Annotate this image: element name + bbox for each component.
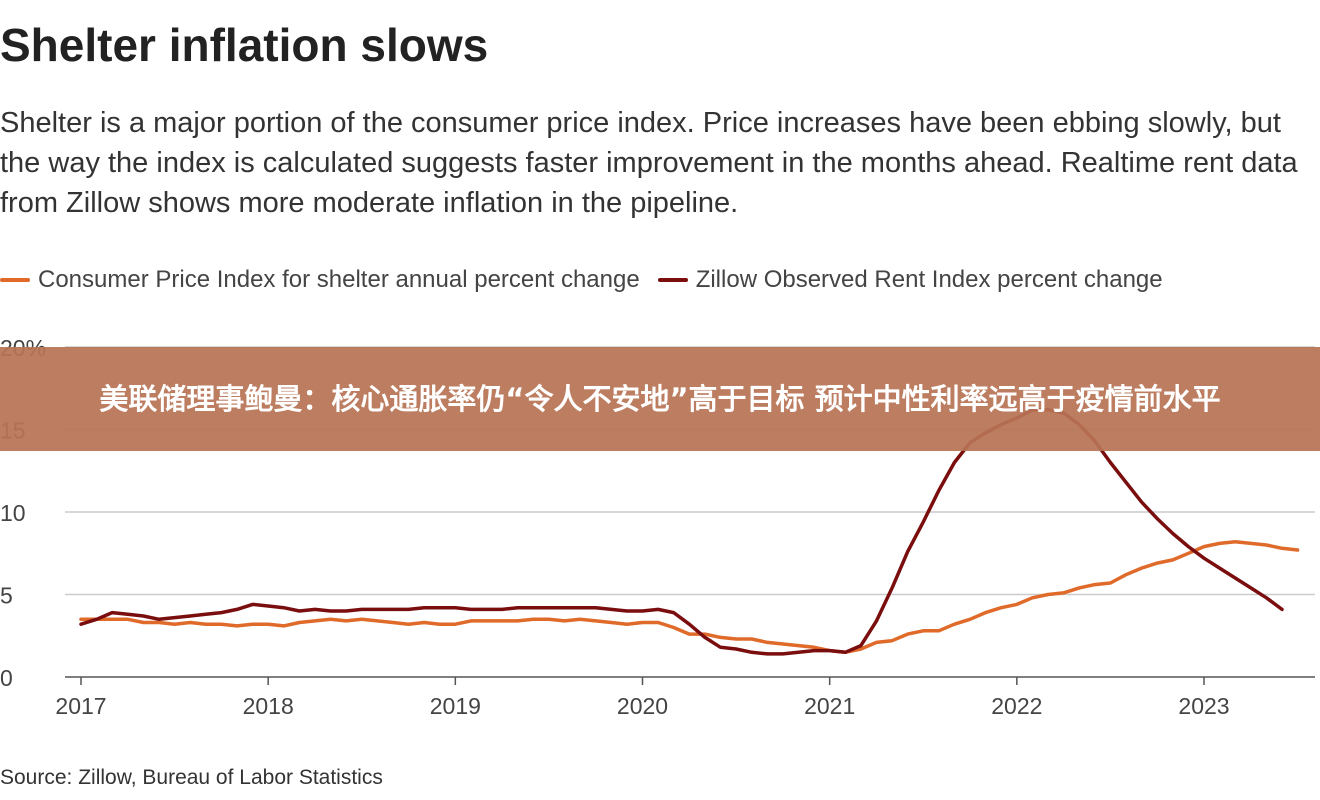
chart-subtitle: Shelter is a major portion of the consum… [0, 107, 1298, 219]
legend: Consumer Price Index for shelter annual … [0, 266, 1181, 294]
x-tick-label: 2022 [991, 693, 1042, 719]
x-tick-label: 2021 [804, 693, 855, 719]
chart-title: Shelter inflation slows [0, 19, 489, 71]
y-tick-label: 0 [0, 665, 13, 691]
legend-label-zillow: Zillow Observed Rent Index percent chang… [695, 266, 1163, 293]
y-tick-label: 10 [0, 500, 26, 526]
x-tick-label: 2023 [1178, 693, 1229, 719]
news-banner: 美联储理事鲍曼：核心通胀率仍“令人不安地”高于目标 预计中性利率远高于疫情前水平 [0, 347, 1320, 451]
legend-swatch-cpi [0, 278, 30, 282]
legend-item-cpi: Consumer Price Index for shelter annual … [0, 266, 640, 294]
legend-swatch-zillow [657, 278, 688, 282]
legend-item-zillow: Zillow Observed Rent Index percent chang… [657, 266, 1163, 294]
source-note: Source: Zillow, Bureau of Labor Statisti… [0, 766, 383, 789]
x-tick-label: 2020 [617, 693, 668, 719]
series-line-cpi [79, 539, 1300, 655]
y-tick-label: 5 [0, 583, 13, 609]
x-tick-label: 2018 [243, 693, 294, 719]
x-tick-label: 2017 [55, 693, 106, 719]
banner-headline: 美联储理事鲍曼：核心通胀率仍“令人不安地”高于目标 预计中性利率远高于疫情前水平 [99, 382, 1221, 416]
x-tick-label: 2019 [430, 693, 481, 719]
legend-label-cpi: Consumer Price Index for shelter annual … [38, 266, 640, 293]
